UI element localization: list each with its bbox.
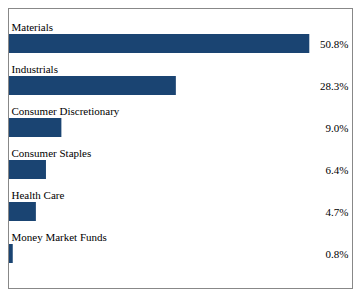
svg-text:28.3%: 28.3% xyxy=(320,80,348,92)
svg-text:Money Market Funds: Money Market Funds xyxy=(12,231,107,243)
svg-text:Consumer Discretionary: Consumer Discretionary xyxy=(12,105,120,117)
svg-text:Health Care: Health Care xyxy=(12,189,65,201)
svg-text:0.8%: 0.8% xyxy=(326,248,349,260)
svg-text:Materials: Materials xyxy=(12,21,54,33)
svg-text:Industrials: Industrials xyxy=(12,63,58,75)
svg-text:50.8%: 50.8% xyxy=(320,38,348,50)
svg-text:Consumer Staples: Consumer Staples xyxy=(12,147,92,159)
svg-text:6.4%: 6.4% xyxy=(326,164,349,176)
svg-text:9.0%: 9.0% xyxy=(326,122,349,134)
svg-text:4.7%: 4.7% xyxy=(326,206,349,218)
